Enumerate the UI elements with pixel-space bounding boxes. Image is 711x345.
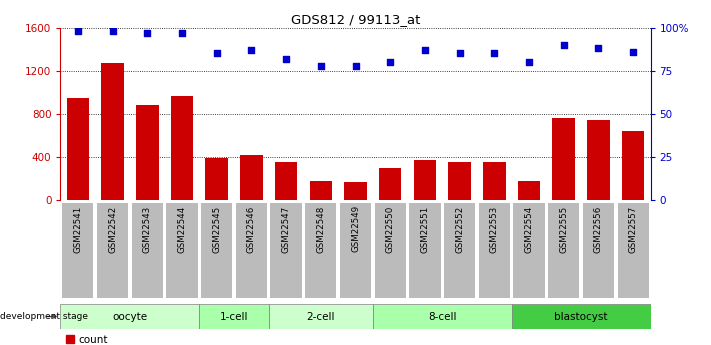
FancyBboxPatch shape [444, 203, 475, 298]
FancyBboxPatch shape [132, 203, 163, 298]
Point [211, 51, 223, 56]
FancyBboxPatch shape [62, 203, 93, 298]
FancyBboxPatch shape [270, 203, 301, 298]
Text: oocyte: oocyte [112, 312, 147, 322]
FancyBboxPatch shape [199, 304, 269, 329]
Bar [483, 162, 506, 200]
FancyBboxPatch shape [410, 203, 441, 298]
FancyBboxPatch shape [375, 203, 406, 298]
Bar [205, 158, 228, 200]
Point [176, 30, 188, 36]
Text: GSM22544: GSM22544 [178, 205, 186, 253]
Bar [136, 105, 159, 200]
Point [593, 46, 604, 51]
Title: GDS812 / 99113_at: GDS812 / 99113_at [291, 13, 420, 27]
Point [315, 63, 326, 68]
FancyBboxPatch shape [340, 203, 371, 298]
Text: GSM22555: GSM22555 [560, 205, 568, 253]
Bar [344, 182, 367, 200]
FancyBboxPatch shape [513, 203, 545, 298]
Text: GSM22547: GSM22547 [282, 205, 291, 253]
Text: GSM22549: GSM22549 [351, 205, 360, 253]
Bar [67, 98, 89, 200]
Point [72, 28, 83, 34]
Text: GSM22545: GSM22545 [212, 205, 221, 253]
Text: GSM22546: GSM22546 [247, 205, 256, 253]
Legend: count, percentile rank within the sample: count, percentile rank within the sample [65, 335, 254, 345]
Bar [379, 168, 402, 200]
Text: GSM22550: GSM22550 [385, 205, 395, 253]
Point [107, 28, 118, 34]
Point [350, 63, 361, 68]
Bar [240, 155, 262, 200]
Bar [309, 181, 332, 200]
FancyBboxPatch shape [583, 203, 614, 298]
Point [385, 59, 396, 65]
Point [488, 51, 500, 56]
Text: GSM22541: GSM22541 [73, 205, 82, 253]
Text: GSM22543: GSM22543 [143, 205, 151, 253]
Text: GSM22556: GSM22556 [594, 205, 603, 253]
FancyBboxPatch shape [512, 304, 651, 329]
Text: development stage: development stage [0, 312, 88, 321]
Point [523, 59, 535, 65]
Text: GSM22548: GSM22548 [316, 205, 326, 253]
FancyBboxPatch shape [269, 304, 373, 329]
Text: GSM22542: GSM22542 [108, 205, 117, 253]
Text: GSM22551: GSM22551 [420, 205, 429, 253]
FancyBboxPatch shape [479, 203, 510, 298]
FancyBboxPatch shape [305, 203, 336, 298]
FancyBboxPatch shape [548, 203, 579, 298]
Point [558, 42, 570, 48]
Text: 1-cell: 1-cell [220, 312, 248, 322]
Text: 2-cell: 2-cell [306, 312, 335, 322]
FancyBboxPatch shape [166, 203, 198, 298]
Text: GSM22554: GSM22554 [525, 205, 533, 253]
Bar [274, 162, 297, 200]
Bar [622, 131, 644, 200]
FancyBboxPatch shape [236, 203, 267, 298]
FancyBboxPatch shape [618, 203, 649, 298]
Bar [171, 96, 193, 200]
Text: GSM22553: GSM22553 [490, 205, 499, 253]
FancyBboxPatch shape [60, 304, 199, 329]
Point [419, 47, 431, 53]
Bar [552, 118, 575, 200]
Bar [414, 160, 437, 200]
Bar [587, 120, 610, 200]
Text: GSM22552: GSM22552 [455, 205, 464, 253]
Bar [518, 181, 540, 200]
FancyBboxPatch shape [201, 203, 232, 298]
Point [280, 56, 292, 61]
FancyBboxPatch shape [373, 304, 512, 329]
Point [454, 51, 465, 56]
Text: blastocyst: blastocyst [555, 312, 608, 322]
Point [141, 30, 153, 36]
Point [628, 49, 639, 55]
Point [246, 47, 257, 53]
FancyBboxPatch shape [97, 203, 128, 298]
Bar [101, 63, 124, 200]
Text: 8-cell: 8-cell [428, 312, 456, 322]
Text: GSM22557: GSM22557 [629, 205, 638, 253]
Bar [449, 162, 471, 200]
